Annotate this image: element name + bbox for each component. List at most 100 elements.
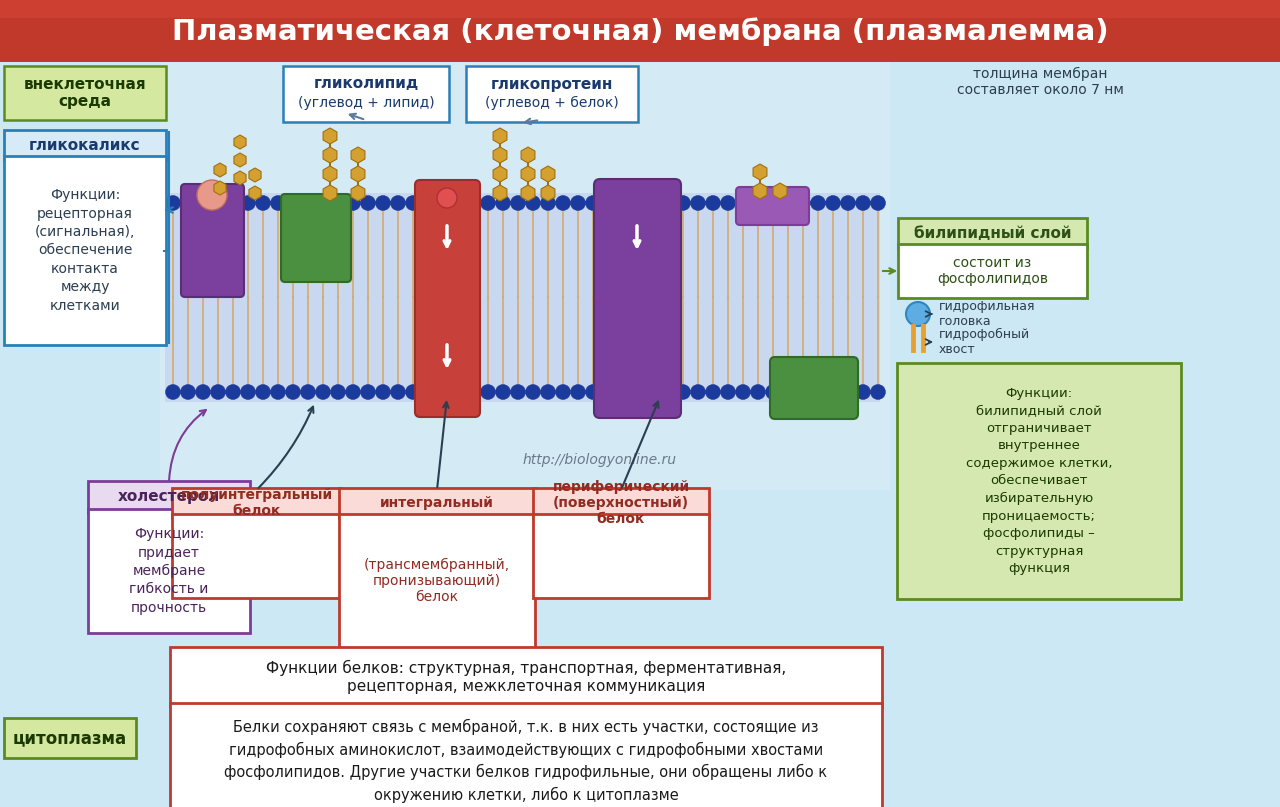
FancyBboxPatch shape xyxy=(160,60,890,490)
Circle shape xyxy=(406,195,421,211)
FancyBboxPatch shape xyxy=(170,703,882,807)
FancyBboxPatch shape xyxy=(88,481,250,513)
Polygon shape xyxy=(521,166,535,182)
Circle shape xyxy=(435,384,451,399)
Circle shape xyxy=(165,195,180,211)
Circle shape xyxy=(870,195,886,211)
Polygon shape xyxy=(214,181,227,195)
Circle shape xyxy=(511,384,526,399)
Polygon shape xyxy=(248,186,261,200)
FancyBboxPatch shape xyxy=(339,514,535,648)
Circle shape xyxy=(556,384,571,399)
FancyBboxPatch shape xyxy=(532,488,709,518)
FancyBboxPatch shape xyxy=(594,179,681,418)
Circle shape xyxy=(736,195,750,211)
Circle shape xyxy=(750,384,765,399)
Circle shape xyxy=(196,195,210,211)
Circle shape xyxy=(315,384,330,399)
FancyBboxPatch shape xyxy=(899,218,1087,248)
Circle shape xyxy=(631,384,645,399)
Circle shape xyxy=(841,384,855,399)
Polygon shape xyxy=(493,185,507,201)
Circle shape xyxy=(375,195,390,211)
Polygon shape xyxy=(323,128,337,144)
Circle shape xyxy=(435,195,451,211)
Circle shape xyxy=(241,195,256,211)
Polygon shape xyxy=(773,183,787,199)
Circle shape xyxy=(540,195,556,211)
Polygon shape xyxy=(351,147,365,163)
Circle shape xyxy=(180,195,196,211)
Polygon shape xyxy=(753,183,767,199)
Circle shape xyxy=(795,195,810,211)
Circle shape xyxy=(631,195,645,211)
Circle shape xyxy=(906,302,931,326)
FancyBboxPatch shape xyxy=(172,488,340,518)
Circle shape xyxy=(466,384,480,399)
Circle shape xyxy=(406,384,421,399)
Circle shape xyxy=(795,384,810,399)
Circle shape xyxy=(736,384,750,399)
Circle shape xyxy=(421,384,435,399)
Circle shape xyxy=(375,384,390,399)
Text: Плазматическая (клеточная) мембрана (плазмалемма): Плазматическая (клеточная) мембрана (пла… xyxy=(172,18,1108,46)
Text: гликопротеин: гликопротеин xyxy=(490,77,613,91)
FancyBboxPatch shape xyxy=(4,718,136,758)
Polygon shape xyxy=(351,185,365,201)
Polygon shape xyxy=(493,147,507,163)
Circle shape xyxy=(346,384,361,399)
Text: (трансмембранный,
пронизывающий)
белок: (трансмембранный, пронизывающий) белок xyxy=(364,558,509,604)
Circle shape xyxy=(256,384,270,399)
Text: (углевод + белок): (углевод + белок) xyxy=(485,96,618,110)
Circle shape xyxy=(870,384,886,399)
Circle shape xyxy=(480,195,495,211)
Circle shape xyxy=(421,195,435,211)
Circle shape xyxy=(225,195,241,211)
Text: Функции:
рецепторная
(сигнальная),
обеспечение
контакта
между
клетками: Функции: рецепторная (сигнальная), обесп… xyxy=(35,188,136,312)
Text: гликолипид: гликолипид xyxy=(314,77,419,91)
Circle shape xyxy=(705,384,721,399)
Circle shape xyxy=(451,195,466,211)
Polygon shape xyxy=(351,166,365,182)
Circle shape xyxy=(495,195,511,211)
Text: холестерол: холестерол xyxy=(118,490,220,504)
Circle shape xyxy=(600,384,616,399)
Circle shape xyxy=(705,195,721,211)
Circle shape xyxy=(600,195,616,211)
Circle shape xyxy=(225,384,241,399)
FancyBboxPatch shape xyxy=(0,0,1280,62)
Circle shape xyxy=(810,384,826,399)
Circle shape xyxy=(480,384,495,399)
Circle shape xyxy=(165,384,180,399)
Polygon shape xyxy=(323,185,337,201)
Circle shape xyxy=(810,195,826,211)
Polygon shape xyxy=(234,135,246,149)
Circle shape xyxy=(315,195,330,211)
Polygon shape xyxy=(248,168,261,182)
Circle shape xyxy=(390,195,406,211)
Text: полуинтегральный
белок: полуинтегральный белок xyxy=(180,488,333,518)
Circle shape xyxy=(556,195,571,211)
Polygon shape xyxy=(521,147,535,163)
Text: Функции:
придает
мембране
гибкость и
прочность: Функции: придает мембране гибкость и про… xyxy=(129,527,209,615)
Circle shape xyxy=(721,384,736,399)
FancyBboxPatch shape xyxy=(283,66,449,122)
Circle shape xyxy=(210,195,225,211)
Polygon shape xyxy=(541,166,556,182)
Circle shape xyxy=(765,195,781,211)
Polygon shape xyxy=(214,163,227,177)
FancyBboxPatch shape xyxy=(339,488,535,518)
Circle shape xyxy=(765,384,781,399)
Circle shape xyxy=(660,195,676,211)
Circle shape xyxy=(750,195,765,211)
Circle shape xyxy=(585,384,600,399)
Circle shape xyxy=(301,195,315,211)
Circle shape xyxy=(841,195,855,211)
FancyBboxPatch shape xyxy=(165,193,881,402)
Circle shape xyxy=(256,195,270,211)
Circle shape xyxy=(270,195,285,211)
FancyBboxPatch shape xyxy=(899,244,1087,298)
Polygon shape xyxy=(493,166,507,182)
Circle shape xyxy=(285,195,301,211)
Circle shape xyxy=(690,384,705,399)
